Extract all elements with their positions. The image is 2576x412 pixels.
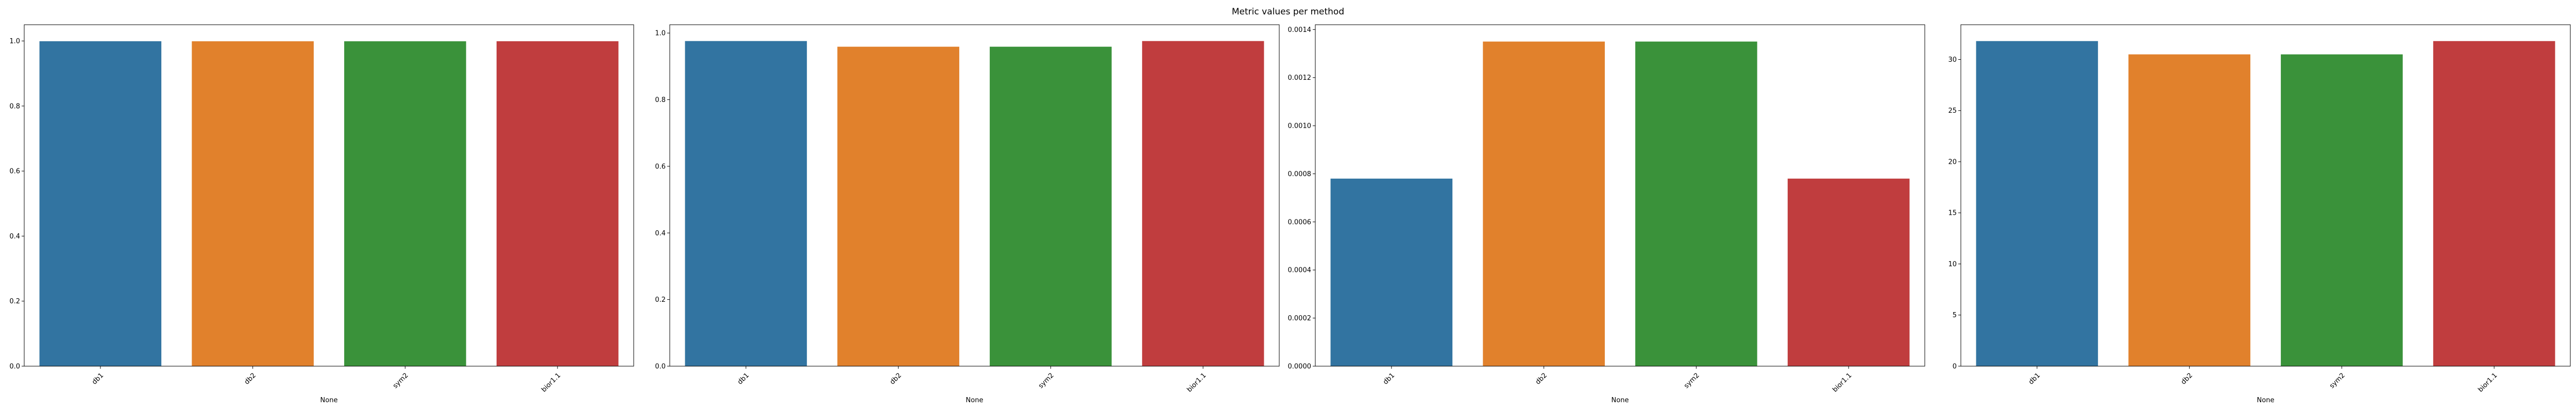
- y-tick-label: 1.0: [655, 30, 666, 38]
- x-tick-label: sym2: [392, 372, 410, 390]
- bar-db1: [685, 41, 807, 366]
- axes-frame: [669, 24, 1280, 367]
- y-tick-label: 5: [1953, 312, 1957, 319]
- y-tick-label: 15: [1948, 210, 1957, 217]
- bar-db1: [39, 41, 162, 367]
- y-tick-label: 0.0008: [1288, 170, 1312, 178]
- y-tick-label: 0.0012: [1288, 74, 1312, 82]
- bar-db2: [192, 41, 314, 367]
- x-tick-label: bior1.1: [2477, 372, 2499, 394]
- subplot-2: 0.0 0.2 0.4 0.6 0.8 1.0 db1 db2 sym2 bior1.1 None: [655, 24, 1280, 404]
- y-tick-label: 0.4: [655, 230, 666, 237]
- y-tick-label: 25: [1948, 107, 1957, 115]
- bar-sym2: [1635, 41, 1757, 366]
- subplot-4: 0 5 10 15 20 25 30 db1 db2 sym2 bior1.1 None: [1948, 24, 2571, 404]
- x-tick-label: sym2: [1037, 372, 1056, 390]
- bar-db2: [837, 46, 959, 366]
- y-tick-label: 0.0006: [1288, 218, 1312, 226]
- x-axis-label: None: [966, 397, 984, 404]
- y-tick-label: 0.6: [655, 163, 666, 170]
- bar-bior1.1: [1142, 41, 1264, 366]
- x-tick-label: sym2: [2328, 372, 2347, 390]
- axes-frame: [1315, 24, 1925, 367]
- bar-sym2: [2281, 54, 2403, 367]
- subplot-1: 0.0 0.2 0.4 0.6 0.8 1.0 db1 db2 sym2 bior1.1 None: [9, 24, 634, 404]
- bar-bior1.1: [1787, 178, 1910, 366]
- x-tick-label: db2: [1534, 372, 1549, 386]
- bar-db2: [1483, 41, 1605, 366]
- bar-db2: [2128, 54, 2250, 367]
- x-tick-label: db1: [736, 372, 751, 386]
- y-tick-label: 30: [1948, 56, 1957, 64]
- y-tick-label: 0.0010: [1288, 123, 1312, 130]
- y-tick-label: 0.0: [9, 363, 20, 371]
- x-axis-label: None: [320, 397, 338, 404]
- x-tick-label: db2: [889, 372, 903, 386]
- y-tick-label: 0.6: [9, 168, 20, 176]
- x-tick-label: sym2: [1683, 372, 1701, 390]
- y-tick-label: 0.2: [655, 296, 666, 304]
- y-tick-label: 0.8: [9, 102, 20, 110]
- y-tick-label: 0: [1953, 363, 1957, 371]
- bar-bior1.1: [496, 41, 619, 367]
- x-tick-label: db1: [2027, 372, 2042, 386]
- y-tick-label: 10: [1948, 261, 1957, 268]
- y-tick-label: 0.2: [9, 298, 20, 305]
- y-tick-label: 0.4: [9, 233, 20, 241]
- axes-frame: [24, 24, 634, 367]
- figure-title: Metric values per method: [1232, 7, 1344, 17]
- bar-db1: [1976, 41, 2098, 366]
- bar-sym2: [344, 41, 466, 367]
- bar-db1: [1330, 178, 1453, 366]
- x-tick-label: db2: [243, 372, 258, 386]
- subplot-3: 0.0000 0.0002 0.0004 0.0006 0.0008 0.0010 0.00…: [1288, 24, 1925, 404]
- x-tick-label: db1: [1382, 372, 1396, 386]
- x-tick-label: bior1.1: [1831, 372, 1853, 394]
- y-tick-label: 0.8: [655, 96, 666, 104]
- y-tick-label: 1.0: [9, 38, 20, 45]
- bar-sym2: [990, 46, 1112, 366]
- y-tick-label: 0.0004: [1288, 267, 1312, 274]
- bar-bior1.1: [2433, 41, 2555, 366]
- y-tick-label: 0.0014: [1288, 26, 1312, 34]
- x-tick-label: bior1.1: [1185, 372, 1208, 394]
- x-axis-label: None: [1612, 397, 1629, 404]
- y-tick-label: 20: [1948, 158, 1957, 166]
- x-tick-label: bior1.1: [540, 372, 562, 394]
- axes-frame: [1960, 24, 2571, 367]
- y-tick-label: 0.0002: [1288, 315, 1312, 322]
- x-tick-label: db1: [91, 372, 105, 386]
- y-tick-label: 0.0000: [1288, 363, 1312, 371]
- y-tick-label: 0.0: [655, 363, 666, 371]
- x-axis-label: None: [2257, 397, 2275, 404]
- x-tick-label: db2: [2180, 372, 2194, 386]
